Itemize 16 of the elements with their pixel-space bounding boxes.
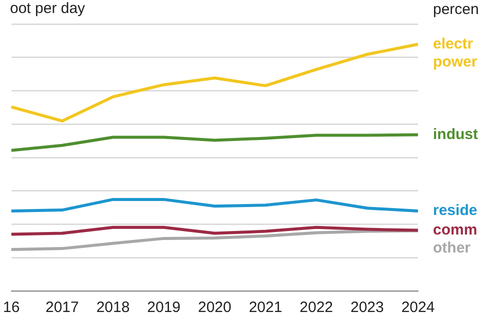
series-label: other (433, 239, 471, 256)
x-tick-label: 2020 (198, 299, 232, 316)
x-tick-label: 2022 (300, 299, 334, 316)
x-tick-label: 2023 (350, 299, 384, 316)
series-label: electr power (433, 35, 478, 70)
series-label: indust (433, 126, 478, 143)
x-tick-label: 2017 (45, 299, 79, 316)
x-tick-label: 16 (3, 299, 20, 316)
x-tick-label: 2018 (96, 299, 130, 316)
chart-title: oot per day (10, 0, 86, 18)
text: percen (433, 1, 479, 18)
series-label: reside (433, 202, 478, 220)
x-tick-label: 2021 (248, 299, 282, 316)
series-label: comm (433, 221, 478, 238)
x-tick-label: 2024 (401, 299, 435, 316)
x-tick-label: 2019 (147, 299, 181, 316)
